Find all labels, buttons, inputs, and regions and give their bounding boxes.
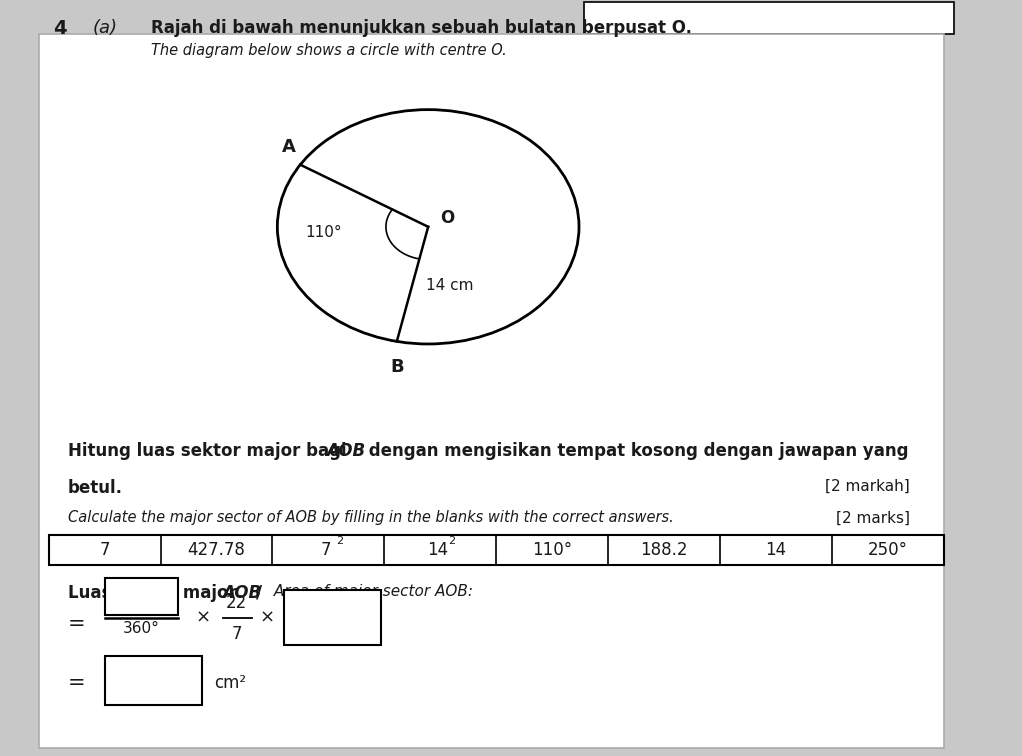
Text: 22: 22 (226, 593, 247, 612)
Text: 4: 4 (53, 19, 67, 38)
Text: [2 markah]: [2 markah] (825, 479, 910, 494)
Text: =: = (68, 614, 86, 634)
Text: 7: 7 (99, 541, 109, 559)
Text: 2: 2 (336, 536, 343, 547)
Text: The diagram below shows a circle with centre O.: The diagram below shows a circle with ce… (151, 43, 507, 58)
Text: 188.2: 188.2 (641, 541, 688, 559)
Text: AOB: AOB (222, 584, 261, 602)
Text: Luas sektor major: Luas sektor major (68, 584, 242, 602)
Text: (a): (a) (92, 19, 118, 37)
Text: B: B (390, 358, 404, 376)
Text: 110°: 110° (305, 225, 341, 240)
Text: 7: 7 (231, 624, 242, 643)
Text: Calculate the major sector of AOB by filling in the blanks with the correct answ: Calculate the major sector of AOB by fil… (68, 510, 673, 525)
Text: 250°: 250° (868, 541, 908, 559)
Text: 110°: 110° (532, 541, 572, 559)
FancyBboxPatch shape (39, 34, 944, 748)
Text: /: / (256, 584, 262, 602)
FancyBboxPatch shape (105, 656, 202, 705)
Text: 14 cm: 14 cm (425, 278, 473, 293)
Text: =: = (68, 673, 86, 692)
Text: cm²: cm² (214, 674, 246, 692)
FancyBboxPatch shape (49, 535, 944, 565)
Text: 2: 2 (449, 536, 456, 547)
Text: 427.78: 427.78 (188, 541, 245, 559)
Text: O: O (439, 209, 454, 227)
Text: 360°: 360° (123, 621, 160, 637)
Text: ×: × (260, 609, 275, 627)
Text: Rajah di bawah menunjukkan sebuah bulatan berpusat O.: Rajah di bawah menunjukkan sebuah bulata… (151, 19, 692, 37)
Text: 14: 14 (765, 541, 787, 559)
Text: dengan mengisikan tempat kosong dengan jawapan yang: dengan mengisikan tempat kosong dengan j… (363, 442, 909, 460)
Text: Hitung luas sektor major bagi: Hitung luas sektor major bagi (68, 442, 353, 460)
Text: [2 marks]: [2 marks] (836, 510, 910, 525)
FancyBboxPatch shape (105, 578, 178, 615)
Text: A: A (282, 138, 295, 156)
Text: Area of major sector AOB:: Area of major sector AOB: (269, 584, 472, 599)
Text: AOB: AOB (326, 442, 365, 460)
Circle shape (277, 110, 579, 344)
Text: betul.: betul. (68, 479, 123, 497)
Text: 14: 14 (427, 541, 448, 559)
Text: ×: × (195, 609, 211, 627)
FancyBboxPatch shape (584, 2, 954, 34)
Text: 7: 7 (320, 541, 331, 559)
FancyBboxPatch shape (284, 590, 381, 645)
